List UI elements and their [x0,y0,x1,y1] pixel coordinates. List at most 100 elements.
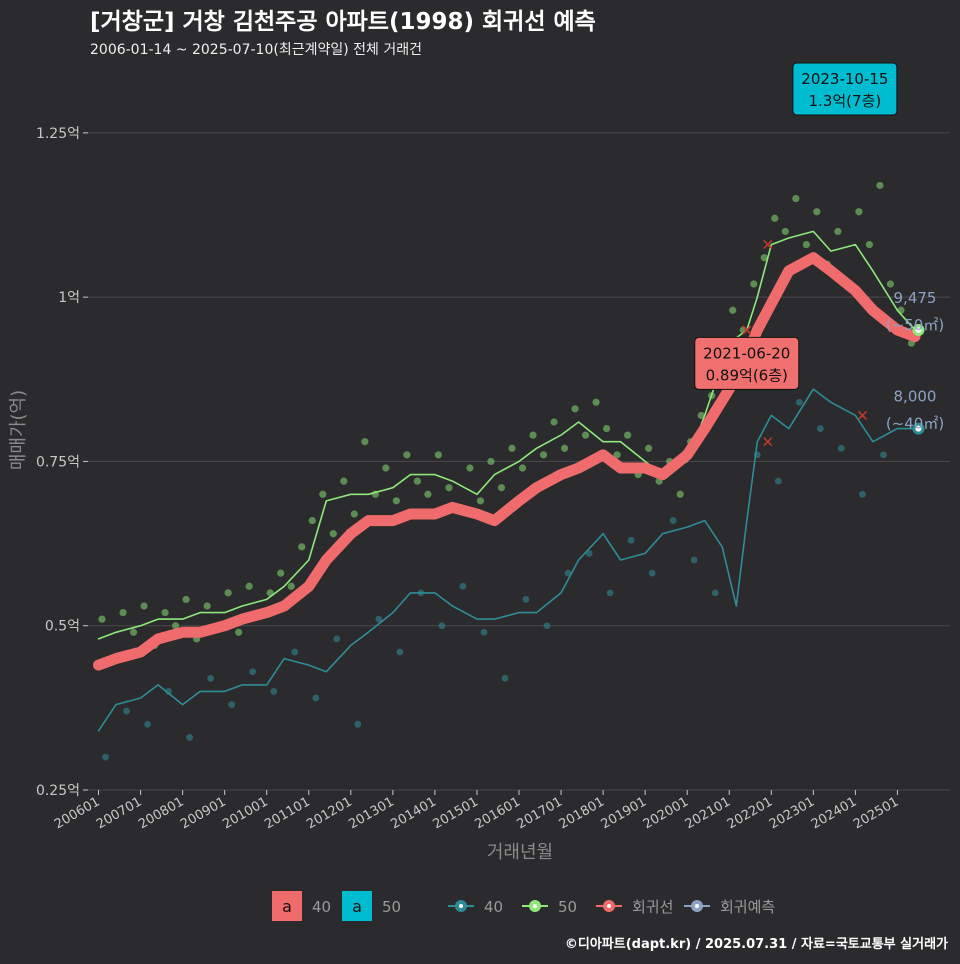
scatter-point-50 [392,497,400,505]
x-tick-label: 202301 [767,794,817,832]
end-point-core [915,327,922,333]
scatter-point-50 [855,208,863,216]
scatter-point-50 [403,451,411,459]
scatter-point-50 [624,431,632,439]
scatter-point-50 [119,608,127,617]
scatter-point-40 [795,398,803,406]
scatter-point-50 [539,451,548,459]
x-tick-label: 201601 [473,794,523,832]
x-tick-label: 202101 [683,794,733,832]
scatter-point-50 [161,608,169,617]
series-line-50 [97,230,916,640]
scatter-point-40 [186,734,194,741]
scatter-point-50 [529,431,537,439]
x-tick-label: 201701 [515,794,565,832]
scatter-point-40 [291,648,299,656]
scatter-point-40 [207,674,215,682]
scatter-points [98,96,916,761]
x-tick-label: 200601 [52,794,102,832]
scatter-point-50 [298,543,306,551]
scatter-point-50 [729,306,737,314]
callout-box [792,62,898,116]
scatter-point-50 [592,398,600,406]
scatter-point-40 [648,569,656,577]
callouts: 2023-10-15 1.3억(7층) 2021-06-20 0.89억(6층) [694,62,898,390]
legend-key-label: 회귀선 [632,898,673,916]
series-line-회귀선 [93,252,921,671]
scatter-point-40 [543,622,551,630]
legend-key-label: 50 [558,898,577,916]
scatter-point-50 [98,615,106,623]
legend-key-label: 40 [484,898,503,916]
legend-key-core [607,904,611,908]
scatter-point-40 [480,628,488,636]
scatter-point-40 [375,615,383,623]
end-value-label: 8,000 [894,388,937,406]
callout-cyan: 2023-10-15 1.3억(7층) [792,62,898,116]
scatter-point-40 [606,589,614,597]
cross-marker [763,437,773,447]
legend-box-glyph: a [282,897,292,916]
scatter-point-40 [858,490,866,498]
legend-key-core [695,904,699,908]
scatter-point-40 [774,477,782,485]
scatter-point-50 [224,589,232,597]
scatter-point-50 [203,602,211,610]
callout-value: 0.89억(6층) [706,366,788,384]
y-axis-ticks: 0.25억 0.5억 0.75억 1억 1.25억 [36,126,88,799]
scatter-point-50 [781,227,789,236]
x-tick-label: 201101 [262,794,312,832]
x-tick-label: 201201 [304,794,354,832]
scatter-point-50 [865,240,874,249]
scatter-point-40 [522,596,530,603]
scatter-point-40 [396,648,404,656]
scatter-point-40 [880,451,887,459]
x-tick-label: 202401 [809,794,859,832]
scatter-point-40 [690,556,698,564]
scatter-point-40 [270,688,278,695]
scatter-point-50 [245,582,253,590]
scatter-point-50 [308,516,316,525]
scatter-point-50 [792,194,800,203]
scatter-point-50 [508,444,516,452]
scatter-point-50 [487,457,495,466]
scatter-point-50 [476,497,485,505]
scatter-point-50 [350,510,358,518]
x-tick-label: 201901 [599,794,649,832]
scatter-point-50 [319,490,327,498]
scatter-point-50 [750,280,758,288]
scatter-point-50 [613,451,621,459]
x-tick-label: 201001 [220,794,270,832]
scatter-point-50 [876,181,884,190]
scatter-point-50 [771,214,779,222]
scatter-point-50 [129,628,138,636]
cross-marker [857,410,867,420]
scatter-point-50 [760,254,768,262]
cross-markers [742,240,867,447]
x-tick-label: 200801 [136,794,186,832]
end-area-label: (~40㎡) [886,415,944,433]
y-axis-title: 매매가(억) [8,390,29,470]
scatter-point-50 [697,411,705,420]
legend: a 40 a 50 40 50 회귀선 회귀예측 [272,891,775,921]
callout-red: 2021-06-20 0.89억(6층) [694,336,800,390]
scatter-point-40 [228,701,236,708]
scatter-point-50 [361,438,369,446]
x-tick-label: 202501 [851,794,901,832]
x-tick-label: 202201 [725,794,775,832]
x-tick-label: 201501 [430,794,480,832]
legend-key-core [533,904,537,908]
scatter-point-40 [459,582,467,590]
legend-box-swatch [272,891,302,921]
scatter-point-50 [518,464,527,472]
scatter-point-50 [413,477,421,485]
scatter-point-50 [813,208,821,216]
scatter-point-40 [249,668,257,676]
cross-marker [742,325,752,335]
scatter-point-40 [354,720,362,728]
scatter-point-50 [571,405,579,413]
scatter-point-50 [140,602,148,610]
scatter-point-40 [501,674,509,682]
end-points: 9,475 (~50㎡) 8,000 (~40㎡) [886,289,944,435]
